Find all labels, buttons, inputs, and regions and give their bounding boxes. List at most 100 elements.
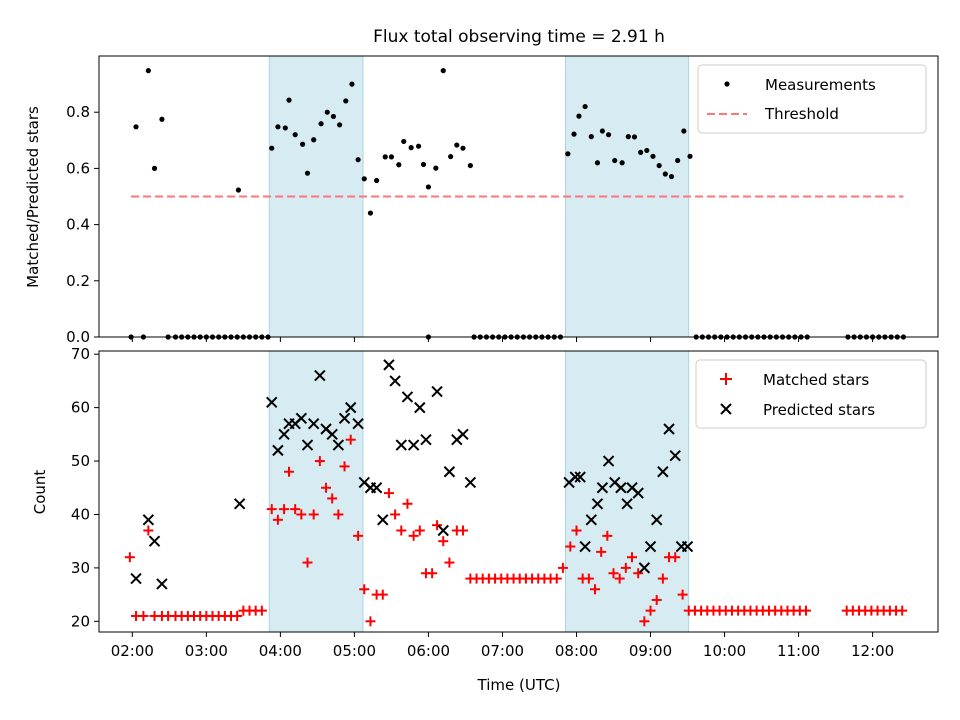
matched-point xyxy=(333,509,344,520)
series-matched-stars xyxy=(124,434,908,627)
matched-point xyxy=(565,541,576,552)
data-point xyxy=(619,160,625,166)
predicted-point xyxy=(650,514,663,526)
x-tick-label: 10:00 xyxy=(703,642,746,660)
data-point xyxy=(408,145,414,151)
data-point xyxy=(644,147,650,154)
predicted-point xyxy=(407,439,420,451)
legend-measurements-label: Measurements xyxy=(765,76,876,94)
data-point xyxy=(292,132,298,138)
matched-point xyxy=(596,546,607,557)
matched-point xyxy=(670,552,681,563)
matched-point xyxy=(800,605,811,616)
matched-point xyxy=(232,610,243,621)
matched-point xyxy=(284,466,295,477)
matched-point xyxy=(266,504,277,515)
bottom-series xyxy=(124,359,908,627)
matched-point xyxy=(897,605,908,616)
data-point xyxy=(681,128,687,134)
predicted-point xyxy=(663,423,675,435)
matched-point xyxy=(432,520,443,531)
legend-predicted-label: Predicted stars xyxy=(763,401,875,419)
bottom-panel: 02:00 03:00 04:00 05:00 06:00 07:00 08:00 09:00… xyxy=(31,345,939,660)
matched-point xyxy=(345,434,356,445)
predicted-point xyxy=(420,433,432,446)
x-tick-label: 08:00 xyxy=(555,642,598,660)
predicted-point xyxy=(591,498,604,510)
matched-point xyxy=(256,605,267,616)
data-point xyxy=(638,149,644,155)
y-tick-label: 0.8 xyxy=(66,103,90,121)
y-tick-label: 20 xyxy=(71,612,90,630)
bottom-axis-ticks: 02:00 03:00 04:00 05:00 06:00 07:00 08:00 09:00… xyxy=(71,345,894,660)
predicted-point xyxy=(389,375,401,387)
top-plot-frame xyxy=(98,55,939,338)
data-point xyxy=(388,154,395,160)
predicted-point xyxy=(344,401,357,414)
data-point xyxy=(662,171,668,177)
data-point xyxy=(668,173,675,180)
y-tick-label: 0.4 xyxy=(66,216,90,234)
matched-point xyxy=(589,584,600,595)
predicted-point xyxy=(644,540,657,553)
predicted-point xyxy=(657,466,669,478)
data-point xyxy=(588,134,594,140)
data-point xyxy=(349,81,355,87)
data-point xyxy=(625,134,631,140)
matched-point xyxy=(620,562,631,573)
predicted-point xyxy=(307,417,320,430)
data-point xyxy=(304,170,311,176)
predicted-point xyxy=(431,385,443,398)
predicted-point xyxy=(579,540,591,553)
data-point xyxy=(675,157,681,164)
predicted-point xyxy=(338,412,351,425)
data-point xyxy=(275,124,281,130)
predicted-point xyxy=(326,428,338,441)
data-point xyxy=(612,157,618,164)
predicted-point xyxy=(278,428,290,441)
data-point xyxy=(151,165,158,171)
predicted-point xyxy=(669,450,681,462)
predicted-point xyxy=(370,482,383,494)
predicted-point xyxy=(266,396,278,408)
legend-matched-marker xyxy=(720,373,732,385)
matched-point xyxy=(359,584,370,595)
data-point xyxy=(576,113,582,119)
matched-point xyxy=(402,498,413,509)
matched-point xyxy=(639,616,650,627)
matched-point xyxy=(427,568,438,579)
matched-point xyxy=(272,514,283,525)
predicted-point xyxy=(585,514,598,526)
matched-point xyxy=(438,536,449,547)
data-point xyxy=(269,145,275,151)
predicted-point xyxy=(602,455,615,467)
legend-matched-label: Matched stars xyxy=(763,371,869,389)
data-point xyxy=(159,116,165,122)
matched-point xyxy=(390,509,401,520)
data-point xyxy=(599,128,606,134)
x-tick-label: 12:00 xyxy=(851,642,894,660)
matched-point xyxy=(353,530,364,541)
matched-point xyxy=(645,605,656,616)
legend-threshold-label: Threshold xyxy=(764,105,839,123)
predicted-point xyxy=(352,417,364,430)
data-point xyxy=(382,154,388,160)
matched-point xyxy=(339,461,350,472)
matched-point xyxy=(557,562,568,573)
matched-point xyxy=(321,482,332,493)
predicted-point xyxy=(596,482,609,494)
data-point xyxy=(299,141,306,147)
matched-point xyxy=(365,616,376,627)
bottom-ylabel: Count xyxy=(31,470,49,515)
x-tick-label: 11:00 xyxy=(777,642,820,660)
predicted-point xyxy=(574,471,586,483)
predicted-point xyxy=(233,498,246,510)
data-point xyxy=(324,109,330,115)
matched-point xyxy=(651,594,662,605)
x-tick-label: 06:00 xyxy=(407,642,450,660)
data-point xyxy=(631,134,638,140)
x-tick-label: 04:00 xyxy=(259,642,302,660)
x-tick-label: 03:00 xyxy=(185,642,228,660)
predicted-point xyxy=(569,471,581,483)
